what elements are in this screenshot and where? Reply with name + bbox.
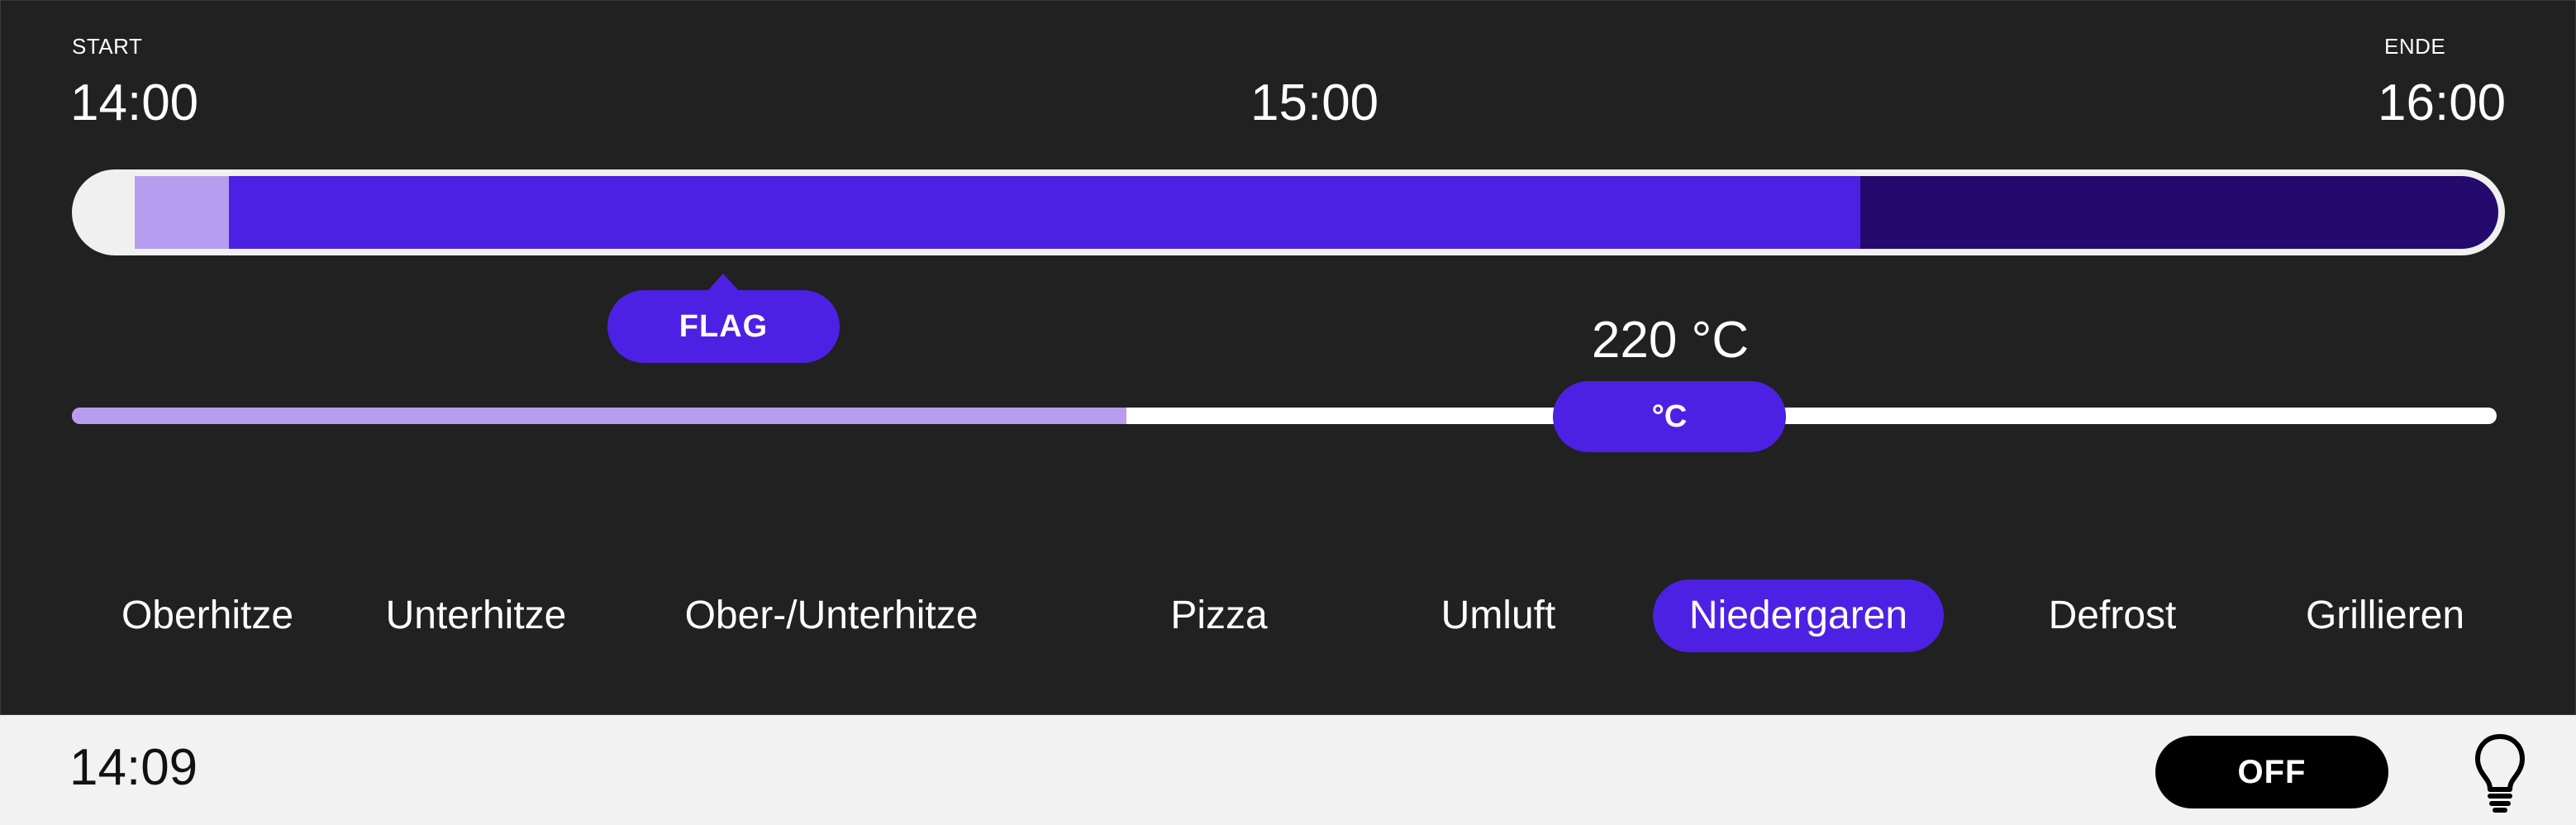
start-time: 14:00 xyxy=(70,74,199,131)
temperature-slider-fill xyxy=(72,408,1127,424)
mode-pizza[interactable]: Pizza xyxy=(1170,594,1268,637)
mode-niedergaren[interactable]: Niedergaren xyxy=(1653,579,1944,652)
mode-oberhitze[interactable]: Oberhitze xyxy=(121,594,294,637)
current-clock: 14:09 xyxy=(69,739,198,796)
temperature-slider[interactable] xyxy=(72,408,2497,424)
lightbulb-icon[interactable] xyxy=(2471,732,2529,814)
flag-button[interactable]: FLAG xyxy=(607,274,840,363)
power-off-button[interactable]: OFF xyxy=(2155,736,2388,808)
mode-ober-unterhitze[interactable]: Ober-/Unterhitze xyxy=(684,594,978,637)
progress-track xyxy=(135,176,2498,249)
temperature-slider-thumb[interactable]: °C xyxy=(1553,381,1786,452)
mode-grillieren[interactable]: Grillieren xyxy=(2305,594,2465,637)
cooking-progress-bar[interactable] xyxy=(72,169,2505,255)
start-label: START xyxy=(72,34,143,59)
end-time: 16:00 xyxy=(2378,74,2507,131)
end-label: ENDE xyxy=(2384,34,2446,59)
progress-active xyxy=(229,176,1860,249)
mode-unterhitze[interactable]: Unterhitze xyxy=(385,594,567,637)
mode-defrost[interactable]: Defrost xyxy=(2048,594,2177,637)
mode-umluft[interactable]: Umluft xyxy=(1440,594,1556,637)
temperature-value: 220 °C xyxy=(1591,312,1750,369)
progress-elapsed xyxy=(135,176,230,249)
oven-control-panel: START 14:00 15:00 ENDE 16:00 FLAG 220 °C… xyxy=(0,0,2576,715)
mid-time: 15:00 xyxy=(1250,74,1379,131)
